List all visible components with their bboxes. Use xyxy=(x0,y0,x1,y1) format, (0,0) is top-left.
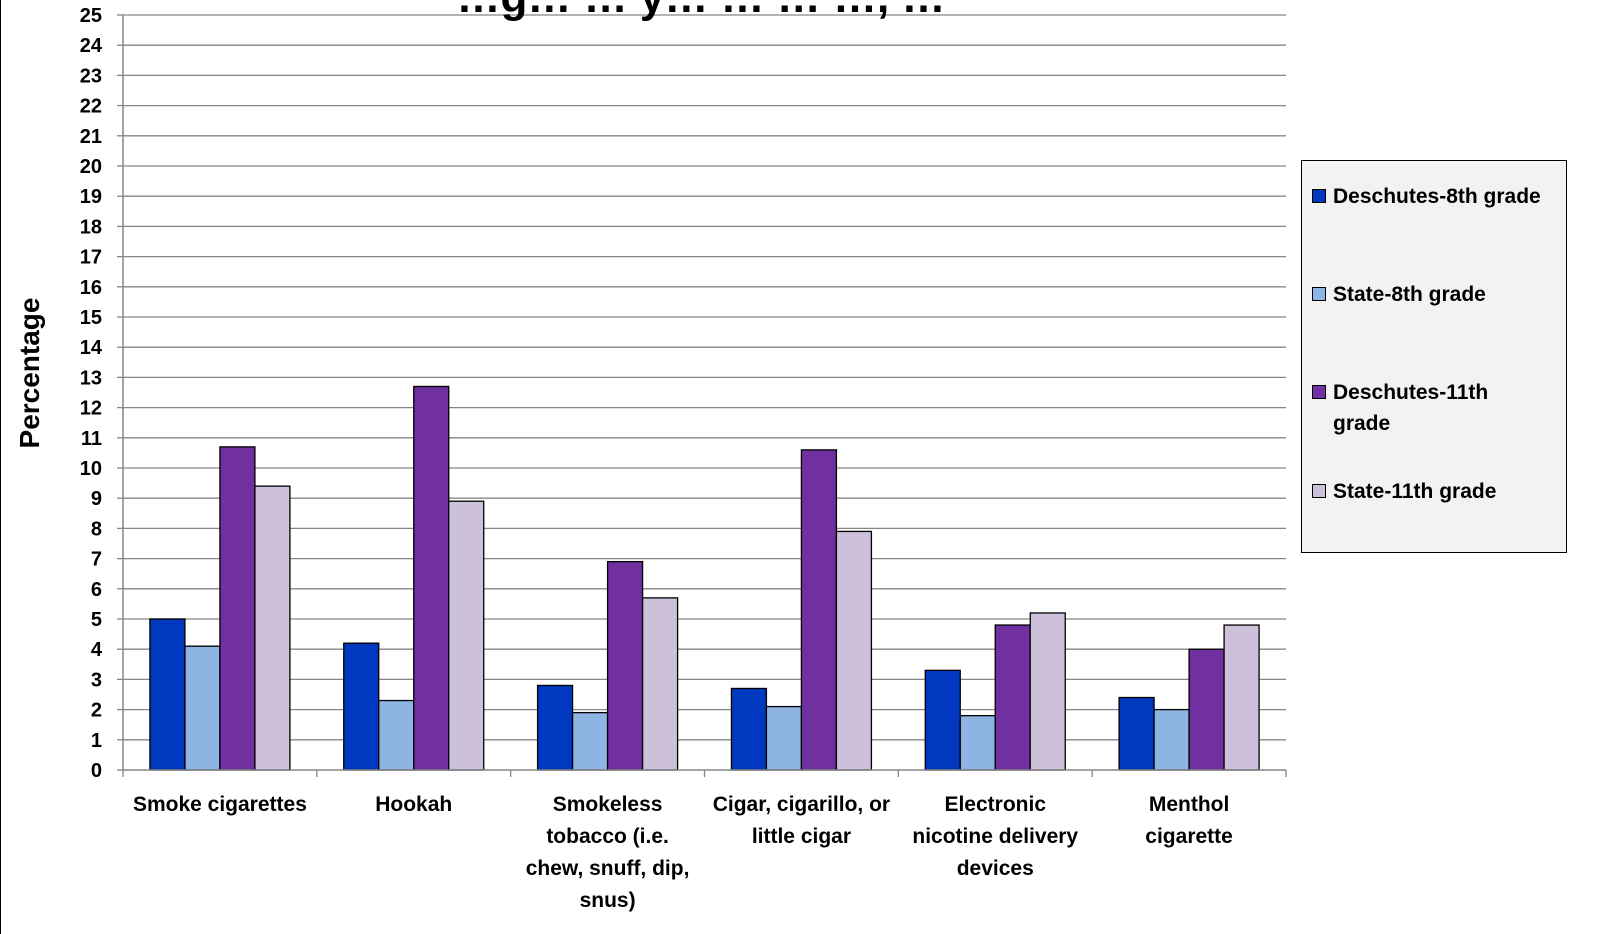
bar xyxy=(536,684,574,771)
bar xyxy=(1223,624,1260,771)
y-tick-label: 24 xyxy=(80,35,103,57)
y-axis-ticks: 0123456789101112131415161718192021222324… xyxy=(80,5,123,782)
y-tick-label: 5 xyxy=(91,609,102,631)
y-tick-label: 18 xyxy=(80,216,102,238)
bar xyxy=(959,714,996,771)
bar xyxy=(1118,696,1155,771)
y-tick-label: 12 xyxy=(80,398,102,420)
bars xyxy=(149,385,1260,771)
legend-label: State-11th grade xyxy=(1333,480,1497,503)
legend-swatch xyxy=(1312,287,1326,301)
y-tick-label: 11 xyxy=(81,428,102,450)
bar xyxy=(149,618,186,771)
x-tick-label: Electronic nicotine delivery devices xyxy=(912,793,1078,880)
bar xyxy=(924,669,961,771)
y-tick-label: 0 xyxy=(91,760,102,782)
y-axis-title: Percentage xyxy=(14,298,45,449)
bar xyxy=(994,624,1031,771)
y-tick-label: 13 xyxy=(80,367,102,389)
bar xyxy=(448,500,485,771)
x-axis-labels: Smoke cigarettes Hookah Smokeless tobacco (… xyxy=(133,793,1233,912)
bar xyxy=(606,560,644,771)
y-tick-label: 10 xyxy=(80,458,102,480)
bar xyxy=(343,642,380,771)
bar xyxy=(730,687,768,771)
y-tick-label: 3 xyxy=(91,669,102,691)
bar xyxy=(219,446,256,771)
y-tick-label: 7 xyxy=(91,549,102,571)
bar xyxy=(1029,612,1066,771)
bar xyxy=(1153,708,1190,771)
legend: Deschutes-8th grade State-8th grade Deschu… xyxy=(1301,160,1567,553)
bar xyxy=(765,705,803,771)
y-tick-label: 20 xyxy=(80,156,102,178)
axes xyxy=(122,15,1287,777)
bar xyxy=(835,530,873,771)
legend-swatch xyxy=(1312,484,1326,498)
gridlines xyxy=(123,14,1286,741)
x-tick-label: Hookah xyxy=(375,793,452,816)
y-tick-label: 19 xyxy=(80,186,102,208)
bar xyxy=(571,711,609,771)
x-tick-label: Smokeless tobacco (i.e. chew, snuff, dip, s… xyxy=(526,793,690,912)
y-tick-label: 17 xyxy=(80,247,102,269)
x-tick-label: Menthol cigarette xyxy=(1145,793,1233,848)
y-tick-label: 16 xyxy=(80,277,102,299)
legend-label: Deschutes-11th grade xyxy=(1333,381,1489,435)
y-tick-label: 4 xyxy=(91,639,103,661)
y-tick-label: 15 xyxy=(80,307,102,329)
legend-label: Deschutes-8th grade xyxy=(1333,185,1541,208)
bar xyxy=(184,645,221,771)
y-tick-label: 1 xyxy=(91,730,102,752)
y-tick-label: 2 xyxy=(91,700,102,722)
y-tick-label: 23 xyxy=(80,65,102,87)
y-tick-label: 8 xyxy=(91,518,102,540)
legend-swatch xyxy=(1312,385,1326,399)
y-tick-label: 9 xyxy=(91,488,102,510)
y-tick-label: 25 xyxy=(80,5,102,27)
y-tick-label: 14 xyxy=(80,337,103,359)
x-tick-label: Cigar, cigarillo, or little cigar xyxy=(713,793,890,848)
bar xyxy=(413,385,450,771)
x-tick-label: Smoke cigarettes xyxy=(133,793,307,816)
legend-label: State-8th grade xyxy=(1333,283,1486,306)
y-tick-label: 21 xyxy=(80,126,102,148)
chart-title: …g… … y… … … …, … xyxy=(457,0,946,22)
y-tick-label: 22 xyxy=(80,96,102,118)
bar xyxy=(254,485,291,771)
bar xyxy=(1188,648,1225,771)
bar xyxy=(641,597,679,771)
legend-swatch xyxy=(1312,189,1326,203)
bar xyxy=(378,699,415,771)
bar xyxy=(800,449,838,771)
y-tick-label: 6 xyxy=(91,579,102,601)
